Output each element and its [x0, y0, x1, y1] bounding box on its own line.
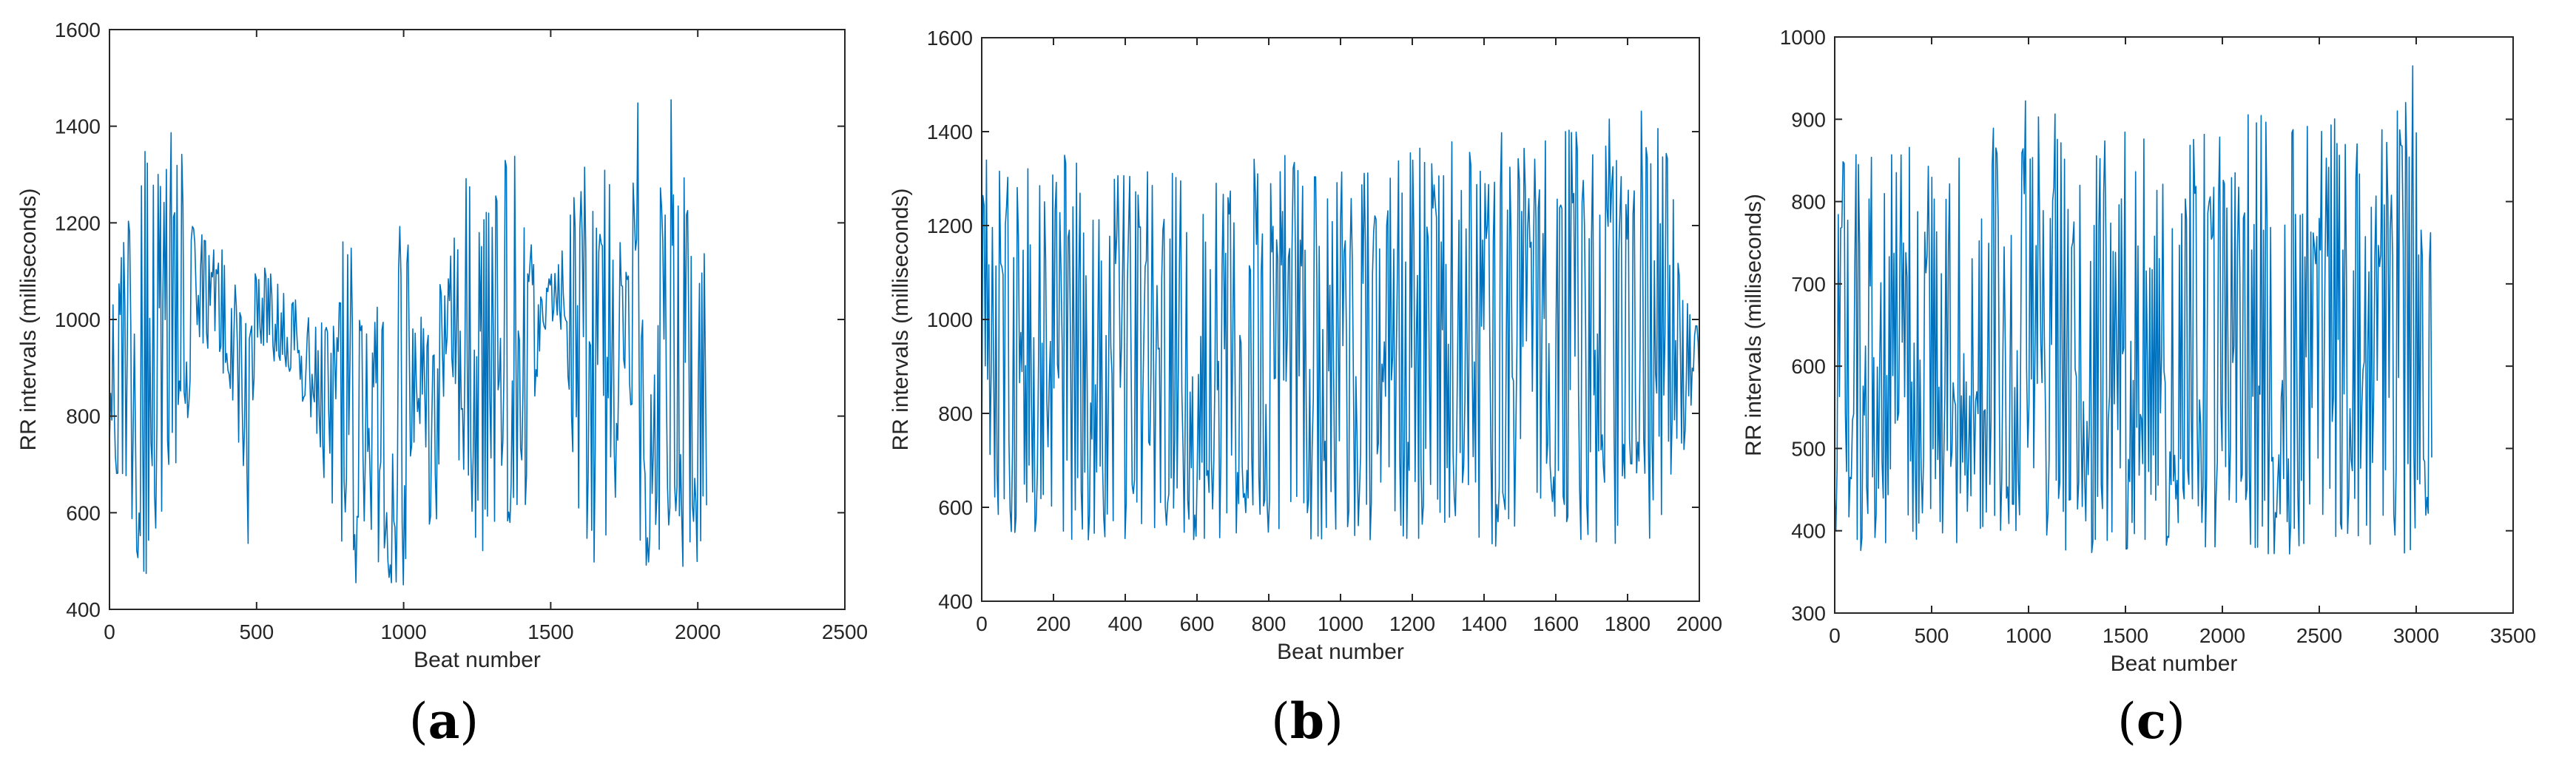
chart-b-y-tick-label-1: 600 [938, 496, 973, 519]
chart-b-x-tick-label-8: 1600 [1533, 612, 1579, 635]
chart-a-y-tick-label-4: 1200 [55, 212, 101, 234]
chart-c-y-tick-label-2: 500 [1791, 437, 1826, 460]
caption-b: (b) [1271, 692, 1343, 750]
chart-b-x-tick-label-6: 1200 [1389, 612, 1435, 635]
chart-c-x-tick-label-5: 2500 [2296, 624, 2342, 647]
chart-a-y-tick-label-0: 400 [66, 598, 101, 621]
chart-panel-c: 0 500 1000 1500 2000 2500 3000 3500 300 400 500 600… [1742, 26, 2536, 676]
chart-b-x-axis-label: Beat number [1277, 640, 1404, 664]
chart-c-x-tick-label-7: 3500 [2490, 624, 2536, 647]
chart-b-y-tick-label-2: 800 [938, 402, 973, 425]
chart-a-y-tick-label-2: 800 [66, 405, 101, 428]
chart-b-x-tick-label-2: 400 [1108, 612, 1143, 635]
chart-c-x-axis-label: Beat number [2111, 652, 2238, 676]
chart-a-x-tick-label-4: 2000 [675, 620, 721, 643]
chart-c-y-tick-label-1: 400 [1791, 520, 1826, 543]
chart-b-y-tick-label-0: 400 [938, 590, 973, 613]
chart-panel-a: 0 500 1000 1500 2000 2500 400 600 800 1000 1200 140… [16, 18, 868, 672]
chart-b-y-axis-label: RR intervals (milliseconds) [889, 188, 913, 450]
caption-b-letter: b [1290, 692, 1324, 750]
chart-a-x-tick-label-3: 1500 [527, 620, 573, 643]
chart-c-y-tick-label-0: 300 [1791, 602, 1826, 625]
chart-c-y-tick-label-5: 800 [1791, 191, 1826, 214]
chart-b-x-tick-label-4: 800 [1252, 612, 1287, 635]
chart-a-y-tick-label-6: 1600 [55, 18, 101, 41]
chart-c-y-axis-label: RR intervals (milliseconds) [1742, 194, 1766, 456]
chart-b-y-tick-label-6: 1600 [927, 27, 973, 50]
chart-a-x-tick-label-1: 500 [239, 620, 274, 643]
chart-a-y-tick-label-3: 1000 [55, 308, 101, 331]
chart-b-x-tick-label-10: 2000 [1676, 612, 1722, 635]
chart-a-y-axis-label: RR intervals (milliseconds) [16, 188, 41, 450]
chart-b-series-line-0 [981, 110, 1700, 547]
chart-c-x-tick-label-0: 0 [1829, 624, 1841, 647]
chart-c-x-tick-label-3: 1500 [2103, 624, 2148, 647]
chart-b-x-tick-label-0: 0 [976, 612, 988, 635]
chart-c-axes-box [1834, 36, 2514, 614]
chart-b-y-tick-label-3: 1000 [927, 308, 973, 331]
chart-c-y-tick-label-4: 700 [1791, 273, 1826, 296]
chart-b-x-tick-label-7: 1400 [1461, 612, 1507, 635]
chart-c-x-tick-label-1: 500 [1915, 624, 1949, 647]
chart-c-series-line-0 [1834, 65, 2432, 555]
chart-b-x-tick-label-5: 1000 [1318, 612, 1363, 635]
chart-c-x-tick-label-4: 2000 [2199, 624, 2245, 647]
chart-b-x-tick-label-1: 200 [1036, 612, 1071, 635]
chart-c-y-tick-label-7: 1000 [1780, 26, 1826, 49]
caption-a-letter: a [428, 692, 460, 750]
chart-c-y-tick-label-3: 600 [1791, 355, 1826, 378]
chart-b-y-tick-label-5: 1400 [927, 121, 973, 143]
caption-c-letter: c [2137, 692, 2166, 750]
chart-panel-b: 0 200 400 600 800 1000 1200 1400 1600 1800 2000 400… [889, 27, 1722, 664]
chart-b-x-tick-label-9: 1800 [1605, 612, 1651, 635]
chart-c-x-tick-label-2: 1000 [2006, 624, 2051, 647]
chart-c-y-tick-label-6: 900 [1791, 108, 1826, 131]
chart-a-x-axis-label: Beat number [414, 648, 541, 672]
chart-c-x-tick-label-6: 3000 [2393, 624, 2439, 647]
chart-a-y-tick-label-1: 600 [66, 501, 101, 524]
chart-a-series-line-0 [109, 99, 707, 586]
chart-a-x-tick-label-2: 1000 [380, 620, 426, 643]
caption-c: (c) [2117, 692, 2185, 750]
chart-b-y-tick-label-4: 1200 [927, 214, 973, 237]
chart-b-x-tick-label-3: 600 [1180, 612, 1215, 635]
chart-a-x-tick-label-5: 2500 [822, 620, 868, 643]
chart-a-x-tick-label-0: 0 [104, 620, 115, 643]
caption-a: (a) [409, 692, 479, 750]
chart-a-y-tick-label-5: 1400 [55, 115, 101, 138]
